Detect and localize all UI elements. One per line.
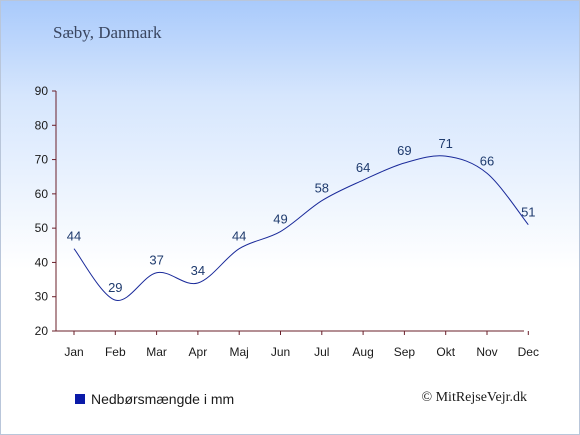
data-label: 34	[191, 263, 205, 278]
y-tick-label: 90	[35, 84, 49, 98]
x-tick-label: Apr	[189, 345, 208, 359]
x-tick-label: Dec	[518, 345, 539, 359]
x-tick-label: Jul	[314, 345, 329, 359]
data-label: 51	[521, 205, 535, 220]
data-label: 37	[149, 253, 163, 268]
data-label: 71	[438, 136, 452, 151]
precipitation-line	[73, 155, 529, 301]
y-tick-label: 50	[35, 221, 49, 235]
legend: Nedbørsmængde i mm	[75, 391, 234, 407]
data-label: 58	[315, 181, 329, 196]
x-tick-label: Jan	[64, 345, 83, 359]
data-label: 66	[480, 153, 494, 168]
data-label: 69	[397, 143, 411, 158]
y-tick-label: 70	[35, 153, 49, 167]
data-label: 29	[108, 280, 122, 295]
y-axis-ticks: 20 30 40 50 60 70 80 90	[35, 84, 56, 338]
copyright-credit: © MitRejseVejr.dk	[421, 390, 527, 405]
data-labels: 44 29 37 34 44 49 58 64 69 71 66 51	[67, 136, 536, 295]
x-tick-label: Okt	[436, 345, 455, 359]
legend-swatch	[75, 394, 85, 404]
data-label: 64	[356, 160, 370, 175]
data-label: 44	[232, 229, 246, 244]
y-tick-label: 20	[35, 324, 49, 338]
y-tick-label: 60	[35, 187, 49, 201]
data-label: 49	[273, 212, 287, 227]
x-tick-label: Mar	[146, 345, 167, 359]
x-tick-label: Feb	[105, 345, 126, 359]
y-tick-label: 40	[35, 255, 49, 269]
x-axis-ticks: Jan Feb Mar Apr Maj Jun Jul Aug Sep Okt Nov Dec	[64, 331, 539, 359]
data-label: 44	[67, 229, 81, 244]
y-tick-label: 80	[35, 118, 49, 132]
x-tick-label: Maj	[230, 345, 249, 359]
x-tick-label: Aug	[352, 345, 373, 359]
x-tick-label: Jun	[271, 345, 290, 359]
y-tick-label: 30	[35, 290, 49, 304]
x-tick-label: Sep	[394, 345, 416, 359]
legend-label: Nedbørsmængde i mm	[91, 391, 235, 407]
x-tick-label: Nov	[476, 345, 497, 359]
chart-title: Sæby, Danmark	[53, 23, 162, 42]
